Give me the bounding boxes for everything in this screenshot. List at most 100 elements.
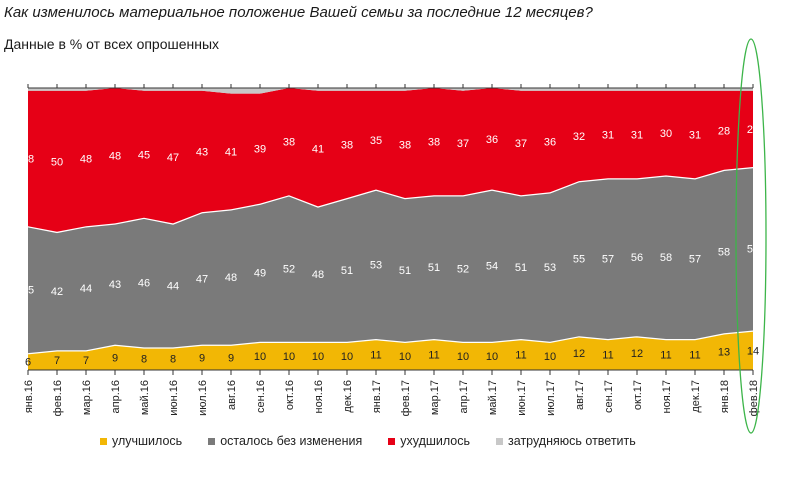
- data-label-s1-7: 48: [225, 272, 237, 284]
- data-label-s0-5: 8: [170, 354, 176, 366]
- data-label-s0-25: 14: [747, 345, 759, 357]
- x-tick-label-25: фев.18: [748, 380, 760, 416]
- x-tick-label-18: июл.17: [545, 380, 557, 416]
- data-label-s0-13: 10: [399, 351, 411, 363]
- x-tick-label-13: фев.17: [400, 380, 412, 416]
- data-label-s2-13: 38: [399, 139, 411, 151]
- data-label-s2-7: 41: [225, 146, 237, 158]
- x-tick-label-14: мар.17: [429, 380, 441, 415]
- legend-item-worsened: ухудшилось: [388, 434, 470, 448]
- highlight-ellipse: [735, 38, 767, 434]
- data-label-s2-15: 37: [457, 138, 469, 150]
- data-label-s0-23: 11: [689, 350, 700, 362]
- x-tick-label-15: апр.17: [458, 380, 470, 413]
- data-label-s1-4: 46: [138, 278, 150, 290]
- data-label-s2-1: 50: [51, 156, 63, 168]
- data-label-s1-0: 45: [22, 285, 34, 297]
- area-series-0: [28, 330, 753, 370]
- x-tick-label-21: окт.17: [632, 380, 644, 410]
- data-label-s0-4: 8: [141, 354, 147, 366]
- data-label-s0-6: 9: [199, 352, 205, 364]
- data-label-s2-2: 48: [80, 154, 92, 166]
- x-tick-label-5: июн.16: [168, 380, 180, 416]
- x-tick-label-16: май.17: [487, 380, 499, 415]
- x-tick-label-4: май.16: [139, 380, 151, 415]
- data-label-s1-19: 55: [573, 254, 585, 266]
- data-label-s1-5: 44: [167, 280, 179, 292]
- x-tick-label-6: июл.16: [197, 380, 209, 416]
- data-label-s1-14: 51: [428, 262, 440, 274]
- data-label-s0-8: 10: [254, 351, 266, 363]
- x-tick-label-7: авг.16: [226, 380, 238, 410]
- data-label-s0-7: 9: [228, 352, 234, 364]
- data-label-s0-14: 11: [428, 350, 439, 362]
- x-tick-label-23: дек.17: [690, 380, 702, 413]
- x-tick-label-8: сен.16: [255, 380, 267, 413]
- x-tick-label-1: фев.16: [52, 380, 64, 416]
- data-label-s1-2: 44: [80, 283, 92, 295]
- x-tick-label-9: окт.16: [284, 380, 296, 410]
- x-tick-label-3: апр.16: [110, 380, 122, 413]
- data-label-s2-21: 31: [631, 130, 643, 142]
- x-tick-label-12: янв.17: [371, 380, 383, 413]
- data-label-s2-10: 41: [312, 144, 324, 156]
- data-label-s2-11: 38: [341, 139, 353, 151]
- data-label-s2-19: 32: [573, 131, 585, 143]
- data-label-s0-9: 10: [283, 351, 295, 363]
- data-label-s1-23: 57: [689, 254, 701, 266]
- x-tick-label-2: мар.16: [81, 380, 93, 415]
- data-label-s2-24: 28: [718, 125, 730, 137]
- data-label-s0-21: 12: [631, 348, 643, 360]
- data-label-s1-9: 52: [283, 264, 295, 276]
- data-label-s0-3: 9: [112, 352, 118, 364]
- data-label-s2-6: 43: [196, 146, 208, 158]
- data-label-s0-10: 10: [312, 351, 324, 363]
- data-label-s0-15: 10: [457, 351, 469, 363]
- data-label-s2-18: 36: [544, 137, 556, 149]
- x-tick-label-20: сен.17: [603, 380, 615, 413]
- legend-item-hard-to-say: затрудняюсь ответить: [496, 434, 636, 448]
- data-label-s0-17: 11: [515, 350, 526, 362]
- data-label-s2-12: 35: [370, 135, 382, 147]
- x-tick-label-0: янв.16: [23, 380, 35, 413]
- data-label-s0-16: 10: [486, 351, 498, 363]
- data-label-s0-18: 10: [544, 351, 556, 363]
- area-series-1: [28, 167, 753, 354]
- x-tick-label-17: июн.17: [516, 380, 528, 416]
- data-label-s2-25: 27: [747, 124, 759, 136]
- legend-swatch-improved: [100, 437, 107, 445]
- legend-label-unchanged: осталось без изменения: [220, 434, 363, 448]
- data-label-s1-13: 51: [399, 265, 411, 277]
- data-label-s1-24: 58: [718, 247, 730, 259]
- data-label-s2-17: 37: [515, 138, 527, 150]
- data-label-s0-11: 10: [341, 351, 353, 363]
- data-label-s1-16: 54: [486, 261, 498, 273]
- legend-label-improved: улучшилось: [112, 434, 183, 448]
- data-label-s1-25: 58: [747, 244, 759, 256]
- data-label-s1-12: 53: [370, 259, 382, 271]
- x-tick-label-19: авг.17: [574, 380, 586, 410]
- data-label-s0-20: 11: [602, 350, 613, 362]
- legend-swatch-worsened: [388, 437, 396, 445]
- area-series-3: [28, 88, 753, 94]
- data-label-s1-21: 56: [631, 252, 643, 264]
- data-label-s2-23: 31: [689, 130, 701, 142]
- data-label-s1-18: 53: [544, 262, 556, 274]
- x-tick-label-11: дек.16: [342, 380, 354, 413]
- chart-subtitle: Данные в % от всех опрошенных: [4, 36, 220, 52]
- data-label-s2-8: 39: [254, 144, 266, 156]
- legend-item-improved: улучшилось: [100, 434, 182, 448]
- data-label-s2-3: 48: [109, 151, 121, 163]
- chart-title: Как изменилось материальное положение Ва…: [4, 4, 593, 21]
- data-label-s1-6: 47: [196, 273, 208, 285]
- data-label-s1-22: 58: [660, 252, 672, 264]
- legend-swatch-hard-to-say: [496, 437, 504, 445]
- data-label-s1-3: 43: [109, 279, 121, 291]
- data-label-s2-0: 48: [22, 154, 34, 166]
- x-tick-label-22: ноя.17: [661, 380, 673, 413]
- data-label-s0-22: 11: [660, 350, 671, 362]
- data-label-s0-12: 11: [370, 350, 381, 362]
- data-label-s2-22: 30: [660, 128, 672, 140]
- legend-item-unchanged: осталось без изменения: [208, 434, 362, 448]
